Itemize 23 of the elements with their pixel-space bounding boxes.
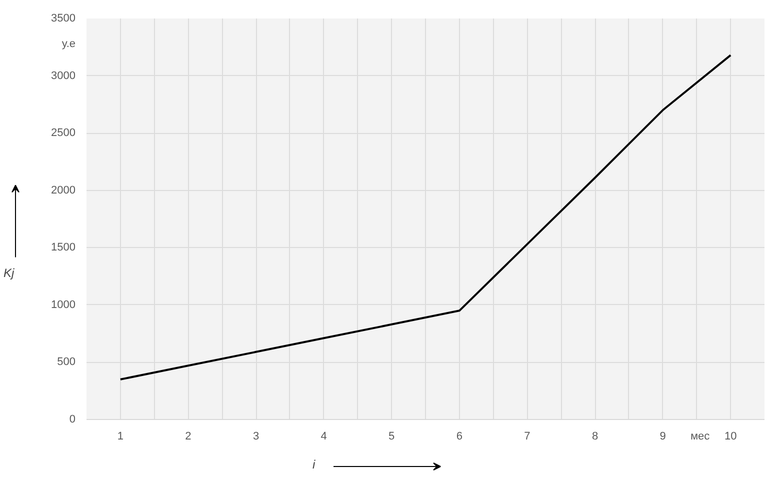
x-tick-label: 10 (724, 430, 737, 442)
x-tick-label: 1 (117, 430, 124, 442)
x-tick-label: 9 (660, 430, 666, 442)
x-tick-label: 3 (252, 430, 260, 442)
y-axis-title: Kj (4, 266, 15, 280)
y-tick-label: 3500 (51, 12, 76, 24)
y-tick-label: 1000 (51, 298, 76, 311)
text: мес (690, 430, 710, 442)
x-tick-label: 6 (456, 430, 462, 442)
y-tick-label: 3000 (51, 70, 76, 82)
x-tick-label: 2 (185, 430, 192, 442)
x-tick-label: 5 (388, 430, 395, 442)
x-tick-label: 8 (592, 430, 598, 442)
y-tick-label: 1500 (51, 242, 76, 254)
y-tick-label: 500 (57, 356, 76, 368)
y-tick-label: 0 (69, 414, 76, 426)
x-tick-label: 4 (320, 430, 327, 442)
y-tick-label: 2500 (51, 127, 76, 140)
x-axis-title: i (312, 458, 316, 472)
x-tick-label: 7 (524, 430, 530, 442)
text: у.е (62, 38, 76, 50)
line-series (119, 54, 732, 380)
y-tick-label: 2000 (51, 184, 76, 196)
